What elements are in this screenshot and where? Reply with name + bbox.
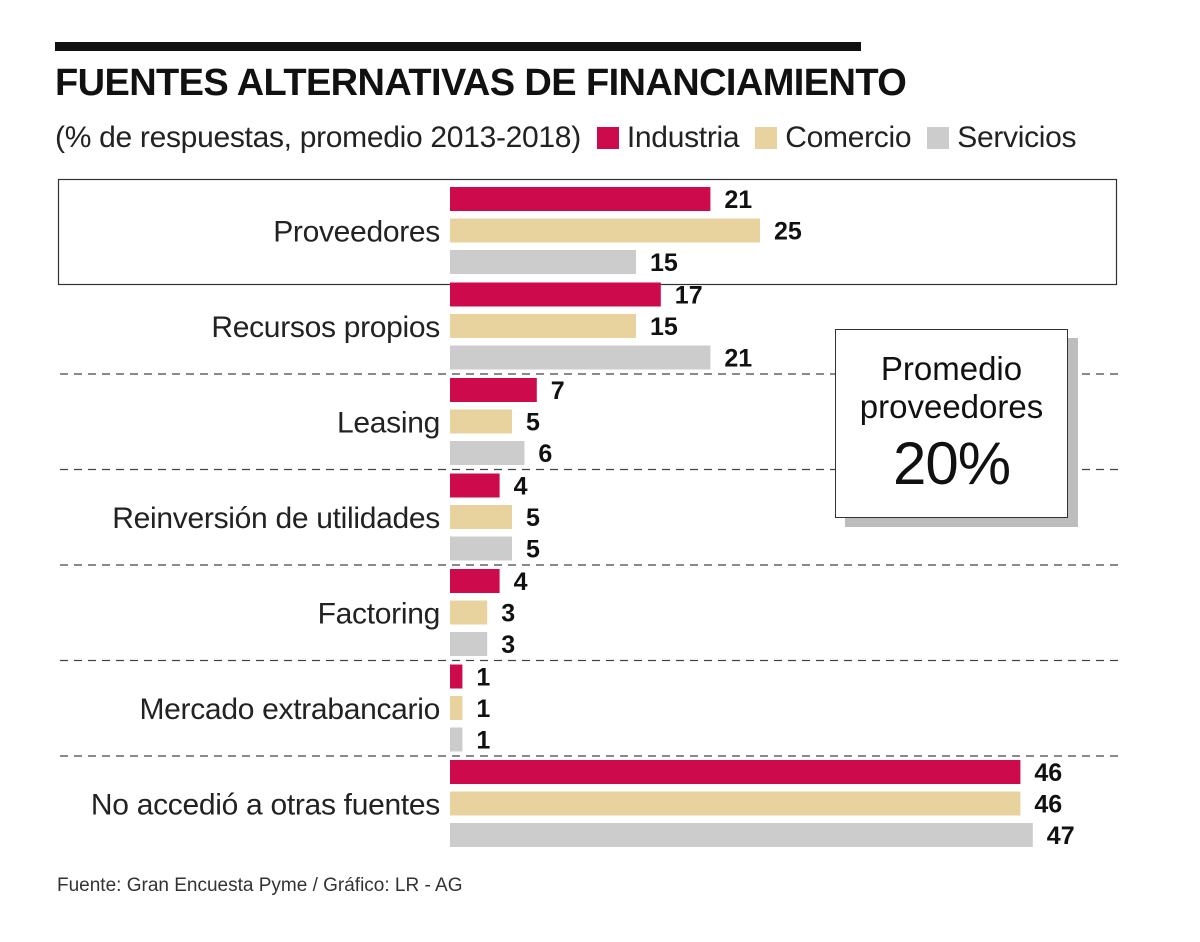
value-label-mercado-extrabancario-comercio: 1 [476, 695, 490, 723]
legend-label-servicios: Servicios [957, 121, 1077, 154]
value-label-no-accedio-a-otras-fuentes-industria: 46 [1034, 759, 1062, 787]
value-label-recursos-propios-comercio: 15 [650, 313, 678, 341]
bar-factoring-industria [450, 569, 500, 593]
category-label-recursos-propios: Recursos propios [211, 311, 440, 344]
value-label-factoring-comercio: 3 [501, 600, 515, 628]
title-rule [55, 42, 861, 51]
callout-box: Promedio proveedores 20% [835, 329, 1068, 518]
category-label-proveedores: Proveedores [273, 216, 440, 249]
bar-leasing-servicios [450, 441, 525, 465]
bar-proveedores-comercio [450, 218, 760, 243]
value-label-no-accedio-a-otras-fuentes-comercio: 46 [1034, 791, 1062, 819]
value-label-mercado-extrabancario-servicios: 1 [476, 727, 490, 755]
category-label-leasing: Leasing [337, 407, 440, 440]
category-label-reinversion-de-utilidades: Reinversión de utilidades [112, 502, 440, 535]
bar-leasing-industria [450, 378, 537, 402]
value-label-no-accedio-a-otras-fuentes-servicios: 47 [1047, 822, 1075, 850]
bar-recursos-propios-comercio [450, 314, 636, 338]
bar-reinversion-de-utilidades-comercio [450, 505, 512, 529]
value-label-leasing-comercio: 5 [526, 409, 540, 437]
value-label-mercado-extrabancario-industria: 1 [476, 664, 490, 692]
bar-no-accedio-a-otras-fuentes-comercio [450, 791, 1021, 816]
legend-item-servicios: Servicios [927, 121, 1077, 155]
legend-label-industria: Industria [626, 121, 740, 154]
value-label-proveedores-servicios: 15 [650, 249, 678, 277]
value-label-reinversion-de-utilidades-servicios: 5 [526, 536, 540, 564]
bar-mercado-extrabancario-servicios [450, 727, 463, 752]
callout-line2: proveedores [859, 388, 1044, 425]
legend-swatch-servicios [927, 127, 950, 149]
bar-factoring-servicios [450, 632, 488, 656]
bar-reinversion-de-utilidades-servicios [450, 536, 512, 561]
bar-reinversion-de-utilidades-industria [450, 473, 500, 498]
category-label-mercado-extrabancario: Mercado extrabancario [139, 693, 440, 726]
value-label-reinversion-de-utilidades-comercio: 5 [526, 504, 540, 532]
source-note: Fuente: Gran Encuesta Pyme / Gráfico: LR… [57, 875, 463, 896]
value-label-leasing-industria: 7 [551, 377, 565, 405]
chart-subtitle: (% de respuestas, promedio 2013-2018) [55, 121, 581, 154]
bar-mercado-extrabancario-comercio [450, 696, 463, 720]
bar-no-accedio-a-otras-fuentes-industria [450, 760, 1021, 784]
bar-factoring-comercio [450, 600, 488, 625]
bar-proveedores-servicios [450, 250, 636, 274]
bar-proveedores-industria [450, 187, 711, 211]
legend-item-comercio: Comercio [755, 121, 912, 155]
bar-leasing-comercio [450, 409, 512, 434]
legend-swatch-comercio [755, 127, 778, 149]
bar-mercado-extrabancario-industria [450, 664, 463, 689]
value-label-reinversion-de-utilidades-industria: 4 [514, 473, 528, 501]
category-label-no-accedio-a-otras-fuentes: No accedió a otras fuentes [91, 789, 440, 822]
value-label-proveedores-comercio: 25 [774, 218, 802, 246]
value-label-recursos-propios-servicios: 21 [724, 345, 752, 373]
bar-recursos-propios-industria [450, 282, 661, 307]
legend-swatch-industria [596, 127, 619, 149]
callout-value: 20% [892, 430, 1011, 497]
value-label-factoring-servicios: 3 [501, 631, 515, 659]
category-label-factoring: Factoring [318, 598, 440, 631]
value-label-recursos-propios-industria: 17 [675, 282, 703, 310]
bar-recursos-propios-servicios [450, 345, 711, 370]
legend-label-comercio: Comercio [785, 121, 912, 154]
chart-title: FUENTES ALTERNATIVAS DE FINANCIAMIENTO [55, 62, 907, 104]
bar-no-accedio-a-otras-fuentes-servicios [450, 823, 1033, 847]
legend-item-industria: Industria [596, 121, 740, 155]
subtitle-legend-row: (% de respuestas, promedio 2013-2018) In… [55, 121, 1077, 155]
callout-line1: Promedio [880, 350, 1023, 387]
value-label-factoring-industria: 4 [514, 568, 528, 596]
value-label-proveedores-industria: 21 [724, 186, 752, 214]
value-label-leasing-servicios: 6 [538, 440, 552, 468]
